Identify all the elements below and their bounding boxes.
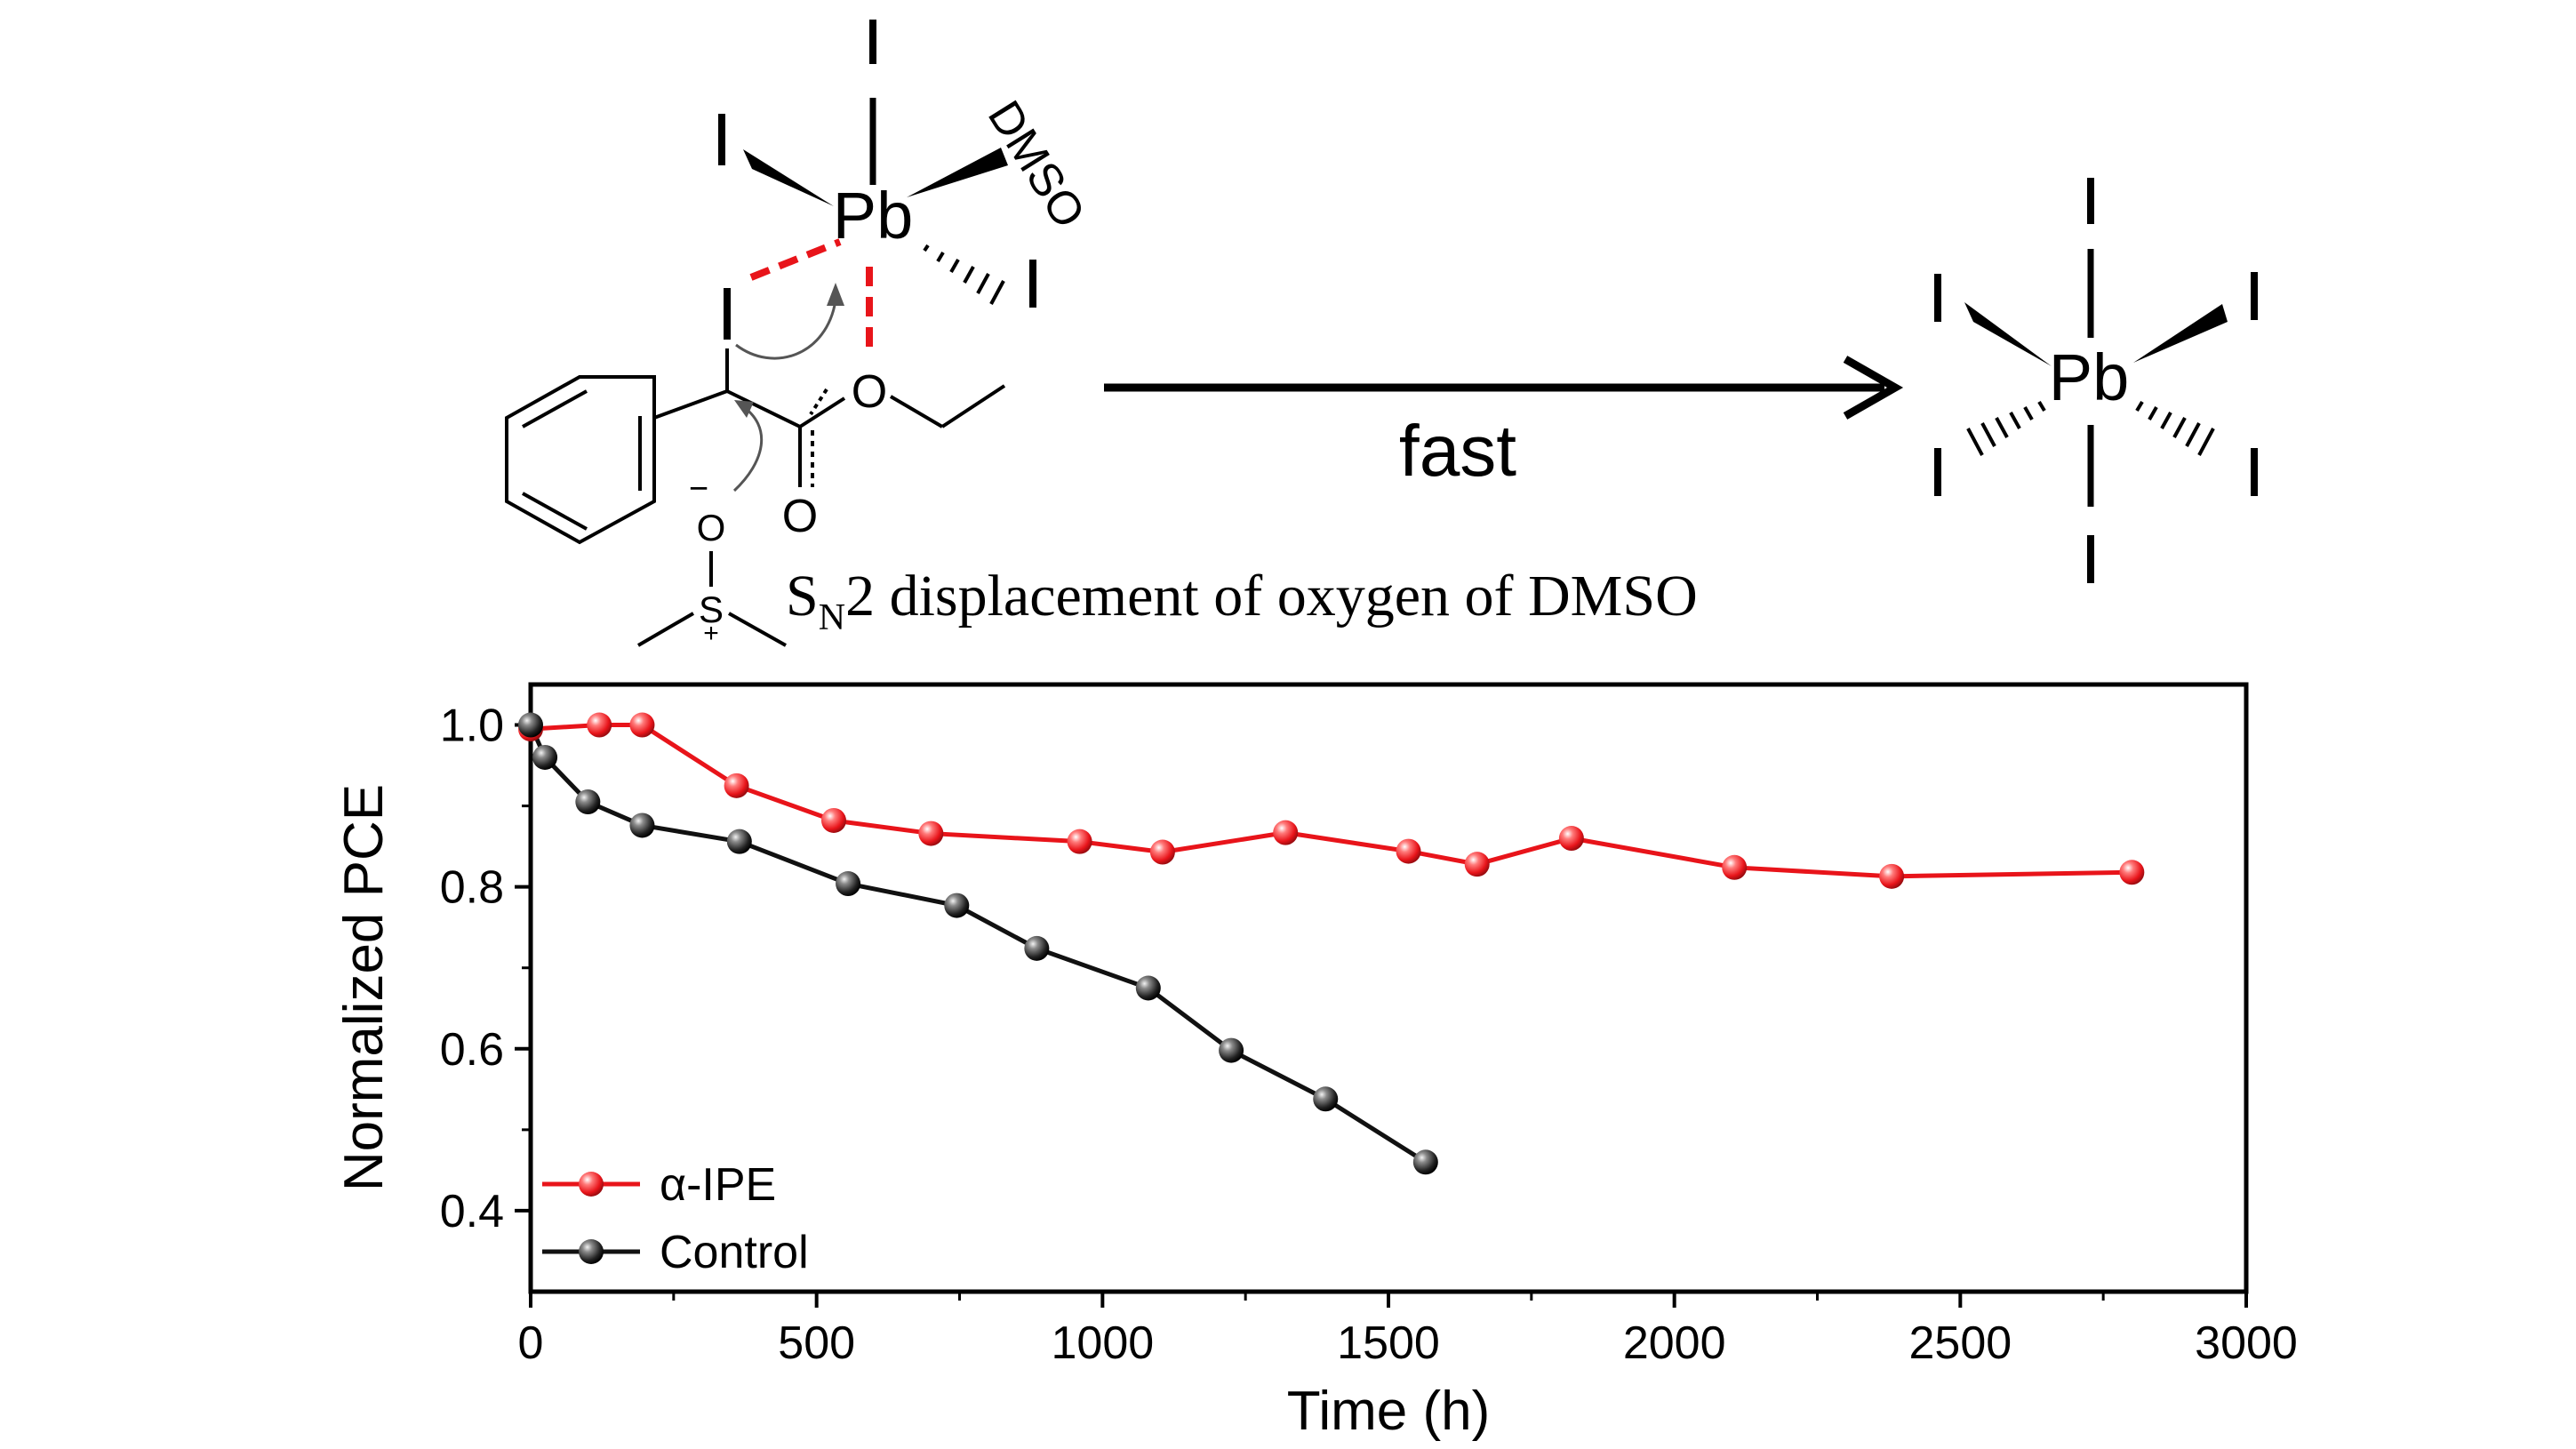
bond-ethyl-ch3	[940, 384, 1006, 428]
curved-arrow-sn2-attack	[732, 404, 764, 492]
dmso-minus-charge: −	[689, 470, 708, 508]
reaction-arrow: fast	[1104, 356, 1904, 492]
pb-label-left: Pb	[833, 179, 914, 252]
dmso-nucleophile: − O S +	[636, 470, 787, 648]
carbonyl-oxygen-label: O	[782, 491, 818, 542]
bond-pb-dmso-wedge	[907, 148, 1008, 197]
legend-marker-alpha-ipe	[579, 1172, 604, 1197]
bond-o-ethyl	[889, 395, 944, 428]
bond-phenyl-calpha	[653, 389, 728, 420]
bond-pb-i-hashed-right	[923, 244, 1005, 305]
axis-ticks	[515, 723, 2248, 1308]
curved-arrow-i-transfer	[735, 300, 837, 360]
data-point-alpha-ipe	[820, 807, 846, 833]
axis-tick-labels: 0 500 1000 1500 2000 2500 3000 0.4 0.6 0.8 1.0	[440, 700, 2298, 1369]
data-point-alpha-ipe	[1149, 839, 1175, 865]
data-point-control	[944, 893, 970, 918]
y-tick-label: 1.0	[440, 700, 504, 752]
caption-rest: 2 displacement of oxygen of DMSO	[845, 564, 1698, 628]
caption-subscript-n: N	[819, 597, 845, 638]
y-tick-label: 0.4	[440, 1186, 504, 1237]
reaction-scheme: Pb DMSO	[505, 20, 2258, 648]
data-point-control	[1024, 935, 1050, 961]
alpha-ipe-molecule: O O	[505, 288, 1006, 545]
data-point-alpha-ipe	[1273, 820, 1299, 845]
y-axis-label: Normalized PCE	[333, 784, 395, 1191]
data-point-control	[1412, 1149, 1438, 1175]
curved-arrow-sn2-attack-head	[734, 400, 754, 418]
data-point-alpha-ipe	[1464, 852, 1490, 877]
x-tick-label: 2000	[1623, 1317, 1726, 1369]
data-point-control	[575, 789, 601, 815]
product-hash-right	[2135, 400, 2215, 456]
plot-frame	[528, 682, 2249, 1294]
legend-item-alpha-ipe: α-IPE	[542, 1159, 776, 1211]
product-hash-left	[1966, 400, 2046, 456]
data-point-alpha-ipe	[587, 712, 612, 738]
dmso-sulfur-label: S	[699, 588, 724, 630]
x-axis-label: Time (h)	[1287, 1381, 1490, 1442]
dmso-plus-charge: +	[703, 619, 719, 648]
y-tick-label: 0.8	[440, 862, 504, 914]
legend-label-control: Control	[660, 1227, 809, 1278]
data-point-control	[518, 712, 543, 738]
data-point-control	[726, 829, 752, 854]
bond-s-ch3-right	[728, 612, 787, 647]
data-point-control	[532, 744, 558, 770]
phenyl-inner-bonds	[522, 389, 642, 531]
data-point-alpha-ipe	[1067, 829, 1092, 854]
data-point-control	[1135, 975, 1161, 1001]
bond-pb-i-wedge-left	[743, 149, 834, 206]
legend-marker-control	[579, 1239, 604, 1264]
y-tick-label: 0.6	[440, 1024, 504, 1076]
legend-item-control: Control	[542, 1227, 809, 1278]
scheme-caption: SN2 displacement of oxygen of DMSO	[786, 564, 1698, 638]
data-point-control	[836, 871, 861, 897]
dmso-oxygen-label: O	[697, 507, 726, 548]
lead-iodide-dmso-complex: Pb DMSO	[718, 20, 1095, 360]
data-point-alpha-ipe	[629, 712, 655, 738]
pbi6-octahedron: Pb	[1934, 178, 2258, 583]
data-point-alpha-ipe	[1879, 863, 1905, 889]
curved-arrow-i-transfer-head	[827, 283, 844, 306]
product-wedge-right	[2133, 304, 2228, 363]
caption-s: S	[786, 564, 819, 628]
product-wedge-left	[1964, 302, 2052, 366]
series-line-control	[528, 724, 1428, 1165]
pb-label-right: Pb	[2049, 340, 2130, 414]
phenyl-ring	[505, 375, 656, 545]
x-tick-label: 1000	[1051, 1317, 1154, 1369]
x-tick-label: 2500	[1908, 1317, 2012, 1369]
data-point-alpha-ipe	[1396, 838, 1421, 864]
x-tick-label: 3000	[2195, 1317, 2298, 1369]
bond-carbonyl-oester	[798, 396, 846, 428]
x-tick-label: 500	[778, 1317, 855, 1369]
legend: α-IPE Control	[542, 1159, 809, 1278]
bond-s-ch3-left	[636, 612, 695, 647]
data-point-control	[1219, 1037, 1244, 1063]
data-point-alpha-ipe	[724, 773, 749, 798]
interaction-i-pb-dashed	[749, 238, 842, 281]
legend-label-alpha-ipe: α-IPE	[660, 1159, 776, 1211]
x-tick-label: 0	[518, 1317, 544, 1369]
reaction-arrow-head	[1843, 356, 1904, 420]
data-point-alpha-ipe	[918, 821, 944, 846]
ester-oxygen-label: O	[852, 366, 887, 418]
data-point-alpha-ipe	[1558, 826, 1584, 852]
series-layer	[518, 712, 2145, 1175]
stability-chart: 0 500 1000 1500 2000 2500 3000 0.4 0.6 0.8 1.0 Tim…	[333, 682, 2298, 1442]
data-point-control	[629, 813, 655, 838]
reaction-arrow-label: fast	[1399, 411, 1516, 492]
data-point-control	[1313, 1086, 1339, 1112]
data-point-alpha-ipe	[2119, 860, 2145, 885]
x-tick-label: 1500	[1337, 1317, 1440, 1369]
bond-calpha-carbonyl	[726, 389, 801, 428]
data-point-alpha-ipe	[1722, 854, 1748, 880]
